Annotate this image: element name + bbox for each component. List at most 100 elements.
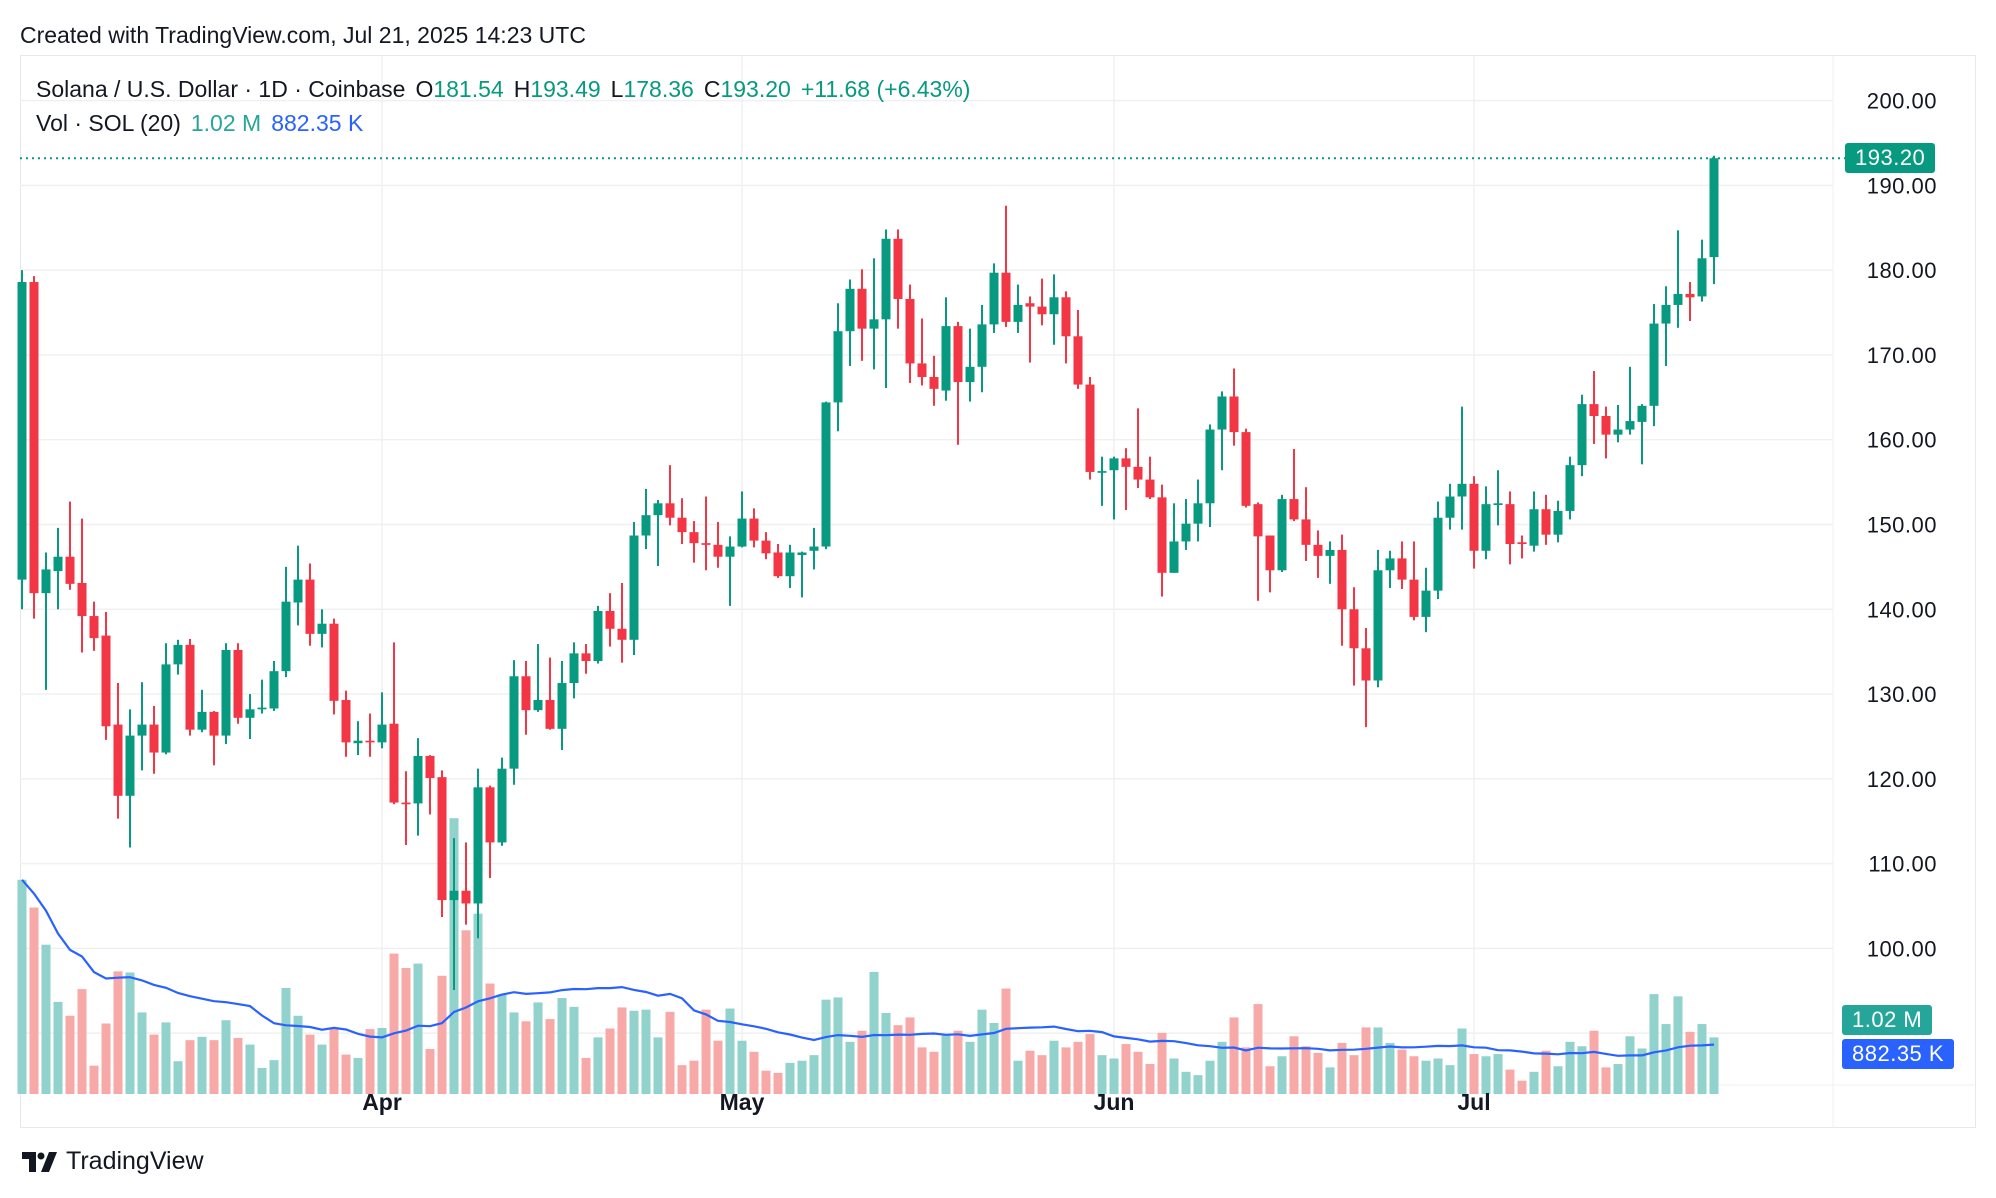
candle-body [821,402,831,547]
last-volume-tag: 1.02 M [1842,1005,1933,1035]
candle-body [353,740,363,744]
candle [1121,448,1131,511]
candle-body [1457,483,1467,497]
volume-bar [425,1049,435,1094]
candle [65,501,75,590]
candle [1565,456,1575,520]
candle-body [257,707,267,710]
candle-body [1661,304,1671,324]
price-tick-label: 120.00 [1867,767,1937,792]
candle-body [1313,544,1323,556]
candle-body [1169,541,1179,573]
candle-body [1397,558,1407,580]
volume-bar [677,1065,687,1094]
volume-bar [1025,1050,1035,1094]
volume-bar [593,1037,603,1094]
time-tick-label: Jul [1457,1089,1490,1115]
candle [1613,404,1623,443]
candle [629,521,639,656]
volume-bar [1349,1055,1359,1094]
volume-bar [833,997,843,1094]
volume-bar [1337,1042,1347,1094]
candle-body [233,649,243,718]
candle [905,284,915,383]
volume-bar [221,1020,231,1094]
candle-body [1205,429,1215,504]
candle [641,488,651,550]
volume-bar [557,997,567,1094]
volume-bar [497,994,507,1094]
candle [173,639,183,675]
tradingview-logo[interactable]: TradingView [22,1147,204,1176]
volume-bar [533,1002,543,1094]
volume-bar [1529,1071,1539,1094]
candle [1133,408,1143,489]
volume-bar [113,971,123,1094]
candle [1685,282,1695,322]
volume-bar [389,953,399,1094]
candle-body [185,644,195,730]
candle-body [1673,293,1683,305]
candle [1553,500,1563,543]
candle [1673,230,1683,328]
candle-body [1289,499,1299,520]
candle [1577,394,1587,477]
candle-body [125,735,135,796]
candle [1589,371,1599,444]
candle-body [389,723,399,803]
candle-body [1217,396,1227,430]
volume-ma-tag: 882.35 K [1842,1039,1955,1069]
candle-body [857,288,867,329]
price-tick-label: 190.00 [1867,173,1937,198]
volume-bar [461,930,471,1094]
volume-bar [1637,1048,1647,1094]
volume-bar [629,1010,639,1094]
symbol-title: Solana / U.S. Dollar · 1D · Coinbase [36,76,406,102]
candle-body [197,711,207,730]
volume-bar [581,1057,591,1094]
candle-body [1085,384,1095,472]
volume-value: 1.02 M [190,110,262,136]
candle-body [1157,497,1167,573]
candle [1661,286,1671,366]
candle-body [761,540,771,554]
candle-body [485,787,495,843]
candle-body [1325,549,1335,556]
volume-bar [209,1040,219,1094]
volume-bar [773,1072,783,1094]
candle [1277,494,1287,572]
candle-body [1037,306,1047,315]
candle [821,401,831,550]
candle [917,318,927,386]
candle [1217,391,1227,471]
candle-body [1001,272,1011,322]
high-label: H [513,76,531,102]
volume-bar [1145,1064,1155,1094]
candle-body [1133,466,1143,480]
candle-body [1349,609,1359,649]
candle-body [1361,648,1371,681]
volume-bar [1457,1028,1467,1094]
candle [317,609,327,648]
candle-body [269,671,279,709]
high-value: 193.49 [530,76,601,102]
candle-body [101,635,111,727]
candle [1445,483,1455,530]
volume-bar [41,944,51,1094]
candle [677,498,687,544]
volume-bar [713,1040,723,1094]
candle [1433,501,1443,600]
candle [449,838,459,990]
volume-bar [341,1054,351,1094]
volume-bar [617,1007,627,1094]
volume-bar [1013,1060,1023,1094]
volume-bar [1169,1058,1179,1094]
candle [209,711,219,766]
candle-body [1253,504,1263,537]
candle [221,643,231,745]
volume-bar [1061,1047,1071,1094]
candle-body [1445,496,1455,518]
candle [1469,476,1479,569]
candle-body [293,579,303,603]
